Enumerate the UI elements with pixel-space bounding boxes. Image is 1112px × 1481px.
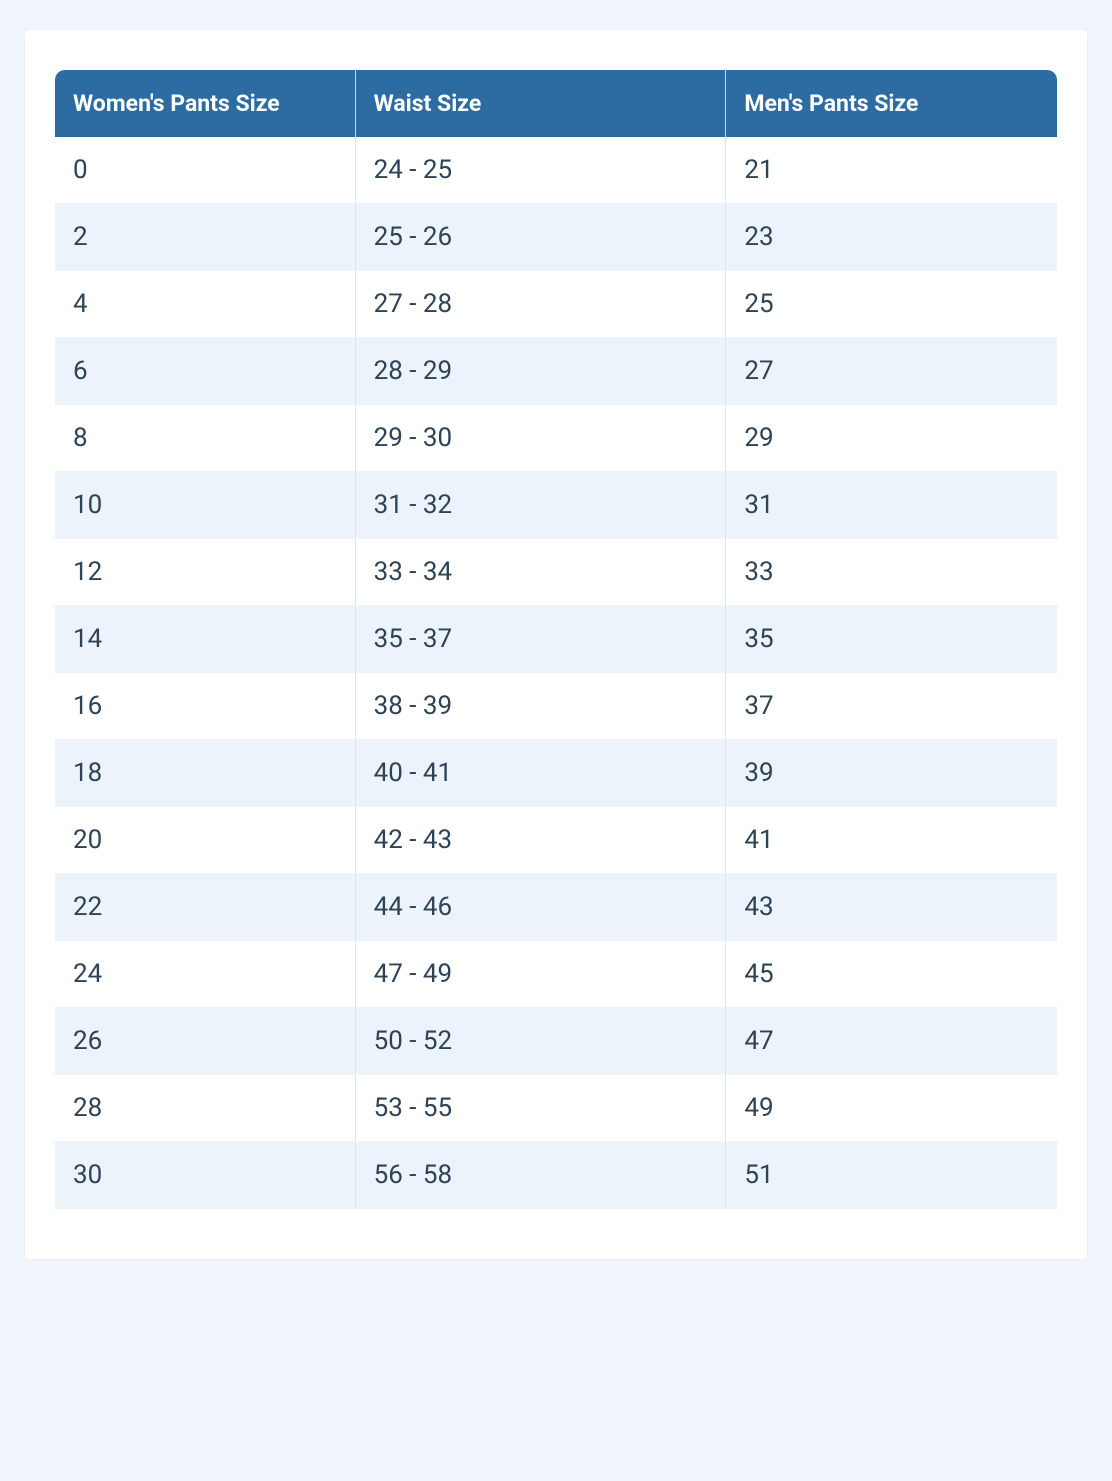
table-header-row: Women's Pants Size Waist Size Men's Pant… [55, 70, 1057, 137]
cell-womens-size: 4 [55, 271, 356, 338]
cell-mens-size: 27 [726, 338, 1057, 405]
cell-waist-size: 28 - 29 [356, 338, 727, 405]
table-row: 28 53 - 55 49 [55, 1075, 1057, 1142]
cell-mens-size: 43 [726, 874, 1057, 941]
table-row: 30 56 - 58 51 [55, 1142, 1057, 1209]
cell-mens-size: 25 [726, 271, 1057, 338]
table-row: 16 38 - 39 37 [55, 673, 1057, 740]
cell-waist-size: 38 - 39 [356, 673, 727, 740]
table-row: 26 50 - 52 47 [55, 1008, 1057, 1075]
cell-waist-size: 50 - 52 [356, 1008, 727, 1075]
column-header-mens-size: Men's Pants Size [726, 70, 1057, 137]
table-row: 14 35 - 37 35 [55, 606, 1057, 673]
cell-womens-size: 20 [55, 807, 356, 874]
cell-mens-size: 37 [726, 673, 1057, 740]
cell-womens-size: 14 [55, 606, 356, 673]
column-header-womens-size: Women's Pants Size [55, 70, 356, 137]
table-row: 22 44 - 46 43 [55, 874, 1057, 941]
cell-womens-size: 24 [55, 941, 356, 1008]
cell-mens-size: 23 [726, 204, 1057, 271]
cell-mens-size: 49 [726, 1075, 1057, 1142]
cell-waist-size: 35 - 37 [356, 606, 727, 673]
table-row: 6 28 - 29 27 [55, 338, 1057, 405]
cell-mens-size: 31 [726, 472, 1057, 539]
cell-mens-size: 45 [726, 941, 1057, 1008]
cell-womens-size: 16 [55, 673, 356, 740]
table-row: 24 47 - 49 45 [55, 941, 1057, 1008]
cell-waist-size: 25 - 26 [356, 204, 727, 271]
cell-waist-size: 40 - 41 [356, 740, 727, 807]
cell-womens-size: 22 [55, 874, 356, 941]
cell-womens-size: 6 [55, 338, 356, 405]
cell-waist-size: 24 - 25 [356, 137, 727, 204]
cell-waist-size: 53 - 55 [356, 1075, 727, 1142]
table-row: 0 24 - 25 21 [55, 137, 1057, 204]
table-row: 10 31 - 32 31 [55, 472, 1057, 539]
cell-mens-size: 47 [726, 1008, 1057, 1075]
cell-womens-size: 26 [55, 1008, 356, 1075]
cell-womens-size: 0 [55, 137, 356, 204]
cell-waist-size: 27 - 28 [356, 271, 727, 338]
size-conversion-table: Women's Pants Size Waist Size Men's Pant… [55, 70, 1057, 1209]
cell-waist-size: 42 - 43 [356, 807, 727, 874]
table-row: 12 33 - 34 33 [55, 539, 1057, 606]
cell-mens-size: 29 [726, 405, 1057, 472]
cell-womens-size: 8 [55, 405, 356, 472]
table-row: 2 25 - 26 23 [55, 204, 1057, 271]
table-row: 20 42 - 43 41 [55, 807, 1057, 874]
cell-womens-size: 2 [55, 204, 356, 271]
cell-waist-size: 56 - 58 [356, 1142, 727, 1209]
column-header-waist-size: Waist Size [356, 70, 727, 137]
table-card: Women's Pants Size Waist Size Men's Pant… [25, 30, 1087, 1259]
cell-waist-size: 47 - 49 [356, 941, 727, 1008]
cell-waist-size: 31 - 32 [356, 472, 727, 539]
cell-mens-size: 35 [726, 606, 1057, 673]
table-row: 8 29 - 30 29 [55, 405, 1057, 472]
cell-womens-size: 30 [55, 1142, 356, 1209]
cell-womens-size: 28 [55, 1075, 356, 1142]
cell-mens-size: 21 [726, 137, 1057, 204]
cell-womens-size: 18 [55, 740, 356, 807]
table-row: 4 27 - 28 25 [55, 271, 1057, 338]
cell-womens-size: 12 [55, 539, 356, 606]
table-body: 0 24 - 25 21 2 25 - 26 23 4 27 - 28 25 6… [55, 137, 1057, 1209]
cell-mens-size: 51 [726, 1142, 1057, 1209]
cell-waist-size: 44 - 46 [356, 874, 727, 941]
cell-mens-size: 33 [726, 539, 1057, 606]
cell-waist-size: 33 - 34 [356, 539, 727, 606]
cell-mens-size: 39 [726, 740, 1057, 807]
cell-mens-size: 41 [726, 807, 1057, 874]
table-row: 18 40 - 41 39 [55, 740, 1057, 807]
cell-waist-size: 29 - 30 [356, 405, 727, 472]
cell-womens-size: 10 [55, 472, 356, 539]
